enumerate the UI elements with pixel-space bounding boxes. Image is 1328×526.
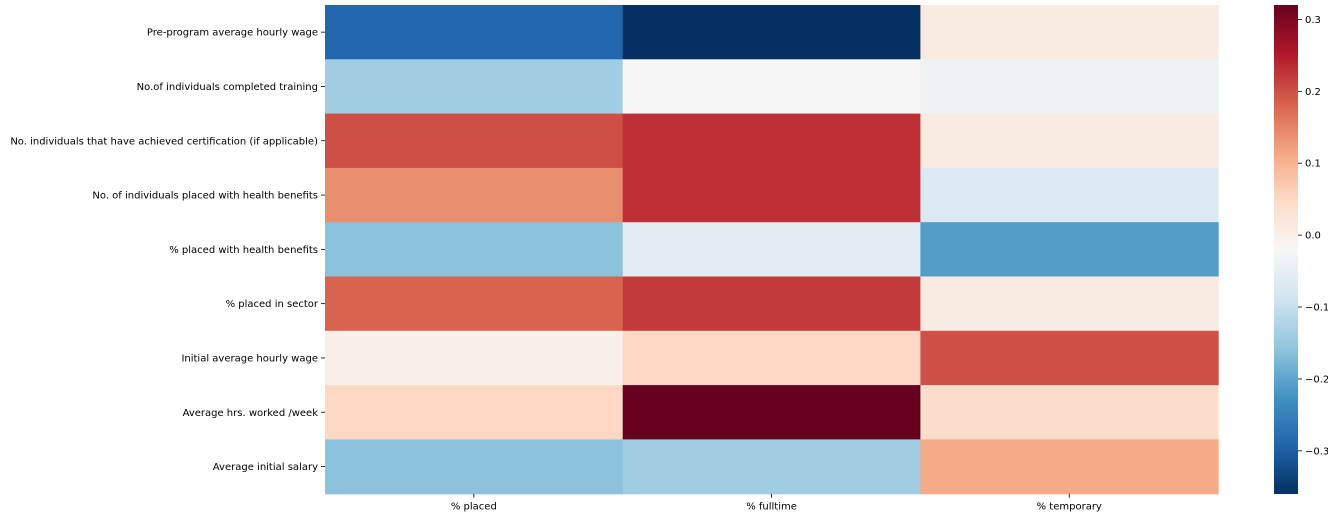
colorbar-gradient <box>1274 5 1298 494</box>
heatmap-cell-r0-c2 <box>920 5 1219 60</box>
heatmap-cell-r7-c2 <box>920 385 1219 440</box>
colorbar-tick-label-1: −0.2 <box>1305 374 1328 385</box>
column-label-placed: % placed <box>451 502 497 513</box>
row-label-no-of-individuals-completed-training: No.of individuals completed training <box>137 82 318 93</box>
heatmap-cell-r2-c1 <box>622 113 921 169</box>
row-label-initial-average-hourly-wage: Initial average hourly wage <box>181 353 318 364</box>
heatmap-cell-r4-c1 <box>622 222 921 278</box>
row-label-average-hrs-worked-week: Average hrs. worked /week <box>183 408 319 419</box>
heatmap-cell-r2-c2 <box>920 113 1219 169</box>
heatmap-cell-r4-c2 <box>920 222 1219 278</box>
heatmap-cell-r6-c0 <box>325 330 624 386</box>
row-label-placed-in-sector: % placed in sector <box>226 299 319 310</box>
row-label-placed-with-health-benefits: % placed with health benefits <box>169 245 318 256</box>
row-label-average-initial-salary: Average initial salary <box>213 462 318 473</box>
colorbar: −0.3 −0.2 −0.1 0.0 0.1 0.2 0.3 <box>1274 5 1328 494</box>
colorbar-tick-label-3: 0.0 <box>1305 231 1321 242</box>
heatmap-cell-r1-c1 <box>622 59 921 115</box>
row-label-no-of-individuals-placed-with-health-benefits: No. of individuals placed with health be… <box>92 191 318 202</box>
row-labels: Pre-program average hourly wage No.of ind… <box>10 28 325 473</box>
heatmap-cell-r2-c0 <box>325 113 624 169</box>
heatmap-cell-r6-c1 <box>622 330 921 386</box>
heatmap-cell-r5-c2 <box>920 276 1219 332</box>
row-label-no-individuals-that-have-achieved-certification-if-applicable: No. individuals that have achieved certi… <box>10 136 318 147</box>
column-label-temporary: % temporary <box>1037 502 1102 513</box>
heatmap-cell-r1-c0 <box>325 59 624 115</box>
heatmap-cell-r8-c0 <box>325 439 624 495</box>
colorbar-tick-label-0: −0.3 <box>1305 446 1328 457</box>
colorbar-tick-label-4: 0.1 <box>1305 159 1321 170</box>
heatmap-cell-r7-c1 <box>622 385 921 440</box>
heatmap-cell-r3-c1 <box>622 167 921 223</box>
colorbar-tick-label-5: 0.2 <box>1305 87 1321 98</box>
heatmap-cell-r7-c0 <box>325 385 624 440</box>
heatmap-cell-r4-c0 <box>325 222 624 278</box>
colorbar-tick-label-2: −0.1 <box>1305 303 1328 314</box>
heatmap-cell-r3-c2 <box>920 167 1219 223</box>
heatmap-cell-r3-c0 <box>325 167 624 223</box>
heatmap-cell-r0-c0 <box>325 5 624 60</box>
column-label-fulltime: % fulltime <box>746 502 797 513</box>
heatmap-cells <box>325 5 1219 495</box>
heatmap-cell-r6-c2 <box>920 330 1219 386</box>
heatmap-cell-r5-c0 <box>325 276 624 332</box>
column-labels: % placed % fulltime % temporary <box>451 493 1102 513</box>
row-label-pre-program-average-hourly-wage: Pre-program average hourly wage <box>147 28 318 39</box>
heatmap-cell-r0-c1 <box>622 5 921 60</box>
colorbar-tick-label-6: 0.3 <box>1305 15 1321 26</box>
heatmap-cell-r5-c1 <box>622 276 921 332</box>
heatmap-cell-r8-c1 <box>622 439 921 495</box>
heatmap-cell-r8-c2 <box>920 439 1219 495</box>
heatmap-cell-r1-c2 <box>920 59 1219 115</box>
